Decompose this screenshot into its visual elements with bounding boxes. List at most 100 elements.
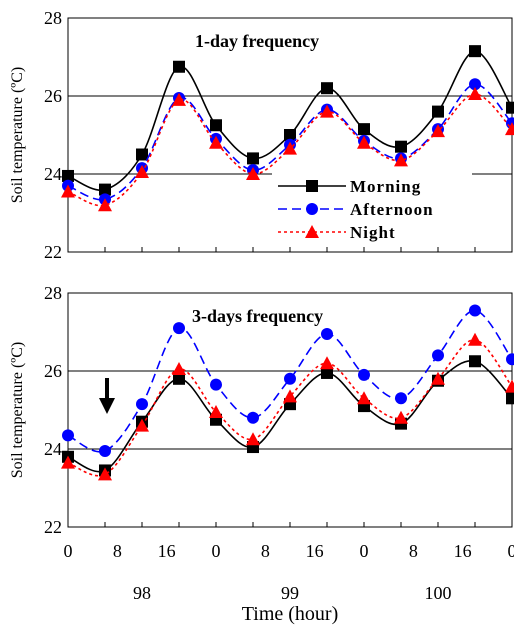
y-tick-label: 26 bbox=[44, 86, 62, 106]
legend-marker bbox=[305, 225, 319, 238]
data-point bbox=[173, 60, 185, 73]
data-point bbox=[61, 455, 75, 469]
x-tick-label: 8 bbox=[409, 541, 418, 561]
data-point bbox=[395, 140, 407, 153]
data-point bbox=[99, 444, 111, 457]
data-point bbox=[209, 135, 223, 149]
data-point bbox=[210, 119, 222, 132]
legend-item-night: Night bbox=[278, 223, 396, 242]
series-group bbox=[61, 304, 514, 481]
data-point bbox=[431, 124, 445, 138]
y-tick-label: 28 bbox=[44, 283, 62, 303]
data-point bbox=[136, 148, 148, 161]
y-tick-label: 28 bbox=[44, 8, 62, 28]
series-group bbox=[61, 45, 514, 212]
y-tick-label: 22 bbox=[44, 517, 62, 537]
data-point bbox=[321, 327, 333, 340]
data-point bbox=[469, 78, 481, 91]
data-point bbox=[432, 105, 444, 118]
data-point bbox=[98, 467, 112, 481]
arrow-head bbox=[99, 398, 115, 414]
data-point bbox=[99, 183, 111, 196]
data-point bbox=[246, 432, 260, 446]
data-point bbox=[394, 153, 408, 167]
legend-item-morning: Morning bbox=[278, 177, 421, 196]
data-point bbox=[247, 152, 259, 165]
x-axis-label: Time (hour) bbox=[242, 603, 338, 625]
legend-label: Morning bbox=[350, 177, 421, 196]
legend-label: Afternoon bbox=[350, 200, 434, 219]
data-point bbox=[283, 141, 297, 155]
data-point bbox=[468, 332, 482, 346]
y-tick-label: 22 bbox=[44, 242, 62, 262]
data-point bbox=[135, 418, 149, 432]
data-point bbox=[468, 87, 482, 101]
data-point bbox=[431, 371, 445, 385]
data-point bbox=[506, 353, 514, 366]
x-tick-label: 0 bbox=[508, 541, 514, 561]
data-point bbox=[172, 92, 186, 106]
x-tick-label: 0 bbox=[64, 541, 73, 561]
gridlines bbox=[68, 370, 512, 450]
y-ticks: 22 24 26 28 bbox=[44, 283, 73, 537]
series-night bbox=[61, 87, 514, 212]
data-point bbox=[432, 349, 444, 362]
series-night bbox=[61, 332, 514, 481]
data-point bbox=[506, 392, 514, 405]
data-point bbox=[469, 355, 481, 368]
y-ticks: 22 24 26 28 bbox=[44, 8, 73, 262]
day-label: 99 bbox=[281, 583, 299, 603]
x-tick-label: 16 bbox=[306, 541, 324, 561]
data-point bbox=[506, 101, 514, 114]
data-point bbox=[135, 165, 149, 179]
legend-marker bbox=[306, 180, 318, 192]
series-morning bbox=[62, 45, 514, 196]
data-point bbox=[320, 104, 334, 118]
data-point bbox=[246, 167, 260, 180]
data-point bbox=[62, 429, 74, 442]
data-point bbox=[209, 404, 223, 418]
x-tick-label: 16 bbox=[454, 541, 472, 561]
data-point bbox=[283, 389, 297, 403]
x-tick-label: 0 bbox=[212, 541, 221, 561]
data-point bbox=[357, 135, 371, 149]
legend-marker bbox=[306, 203, 318, 215]
y-tick-label: 24 bbox=[44, 164, 62, 184]
data-point bbox=[505, 379, 514, 393]
y-axis-label: Soil temperature (ºC) bbox=[9, 67, 26, 203]
data-point bbox=[505, 122, 514, 136]
data-point bbox=[284, 129, 296, 141]
legend-items: Morning Afternoon Night bbox=[278, 177, 434, 242]
data-point bbox=[358, 123, 370, 136]
data-point bbox=[284, 372, 296, 385]
chart-panel-3days: 22 24 26 28 0 8 16 0 8 16 0 8 16 0 Soil temperature … bbox=[9, 283, 514, 625]
y-tick-label: 24 bbox=[44, 439, 62, 459]
legend-background bbox=[272, 172, 472, 246]
data-point bbox=[172, 362, 186, 376]
legend-item-afternoon: Afternoon bbox=[278, 200, 434, 219]
data-point bbox=[469, 45, 481, 58]
chart-title: 3-days frequency bbox=[192, 306, 323, 326]
data-point bbox=[394, 410, 408, 424]
data-point bbox=[321, 366, 333, 379]
data-point bbox=[62, 169, 74, 182]
legend-label: Night bbox=[350, 223, 396, 242]
legend: Morning Afternoon Night bbox=[272, 172, 472, 246]
arrow-marker-icon bbox=[99, 378, 115, 414]
y-tick-label: 26 bbox=[44, 361, 62, 381]
data-point bbox=[321, 82, 333, 95]
x-tick-label: 8 bbox=[261, 541, 270, 561]
day-labels: 98 99 100 bbox=[133, 583, 452, 603]
data-point bbox=[358, 368, 370, 381]
y-axis-label: Soil temperature (ºC) bbox=[9, 342, 26, 478]
series-afternoon bbox=[62, 304, 514, 457]
x-tick-label: 16 bbox=[158, 541, 176, 561]
day-label: 100 bbox=[425, 583, 452, 603]
data-point bbox=[320, 356, 334, 370]
data-point bbox=[98, 198, 112, 212]
x-tick-marks bbox=[67, 247, 513, 252]
data-point bbox=[61, 184, 75, 198]
x-tick-label: 0 bbox=[360, 541, 369, 561]
x-ticks: 0 8 16 0 8 16 0 8 16 0 bbox=[64, 522, 514, 561]
